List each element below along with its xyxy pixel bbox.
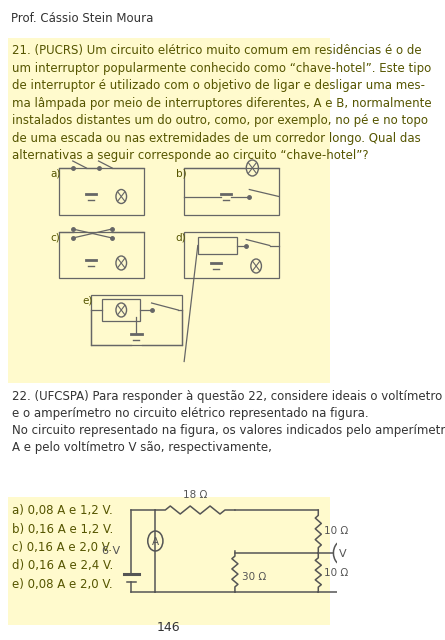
Text: a) 0,08 A e 1,2 V.
b) 0,16 A e 1,2 V.
c) 0,16 A e 2,0 V.
d) 0,16 A e 2,4 V.
e) 0: a) 0,08 A e 1,2 V. b) 0,16 A e 1,2 V. c)…: [12, 504, 113, 591]
Bar: [184, 232, 279, 278]
Text: V: V: [339, 549, 346, 559]
Bar: [102, 299, 140, 321]
Text: 22. (UFCSPA) Para responder à questão 22, considere ideais o voltímetro
e o ampe: 22. (UFCSPA) Para responder à questão 22…: [12, 390, 445, 454]
Text: A: A: [152, 537, 159, 547]
Text: b): b): [176, 168, 186, 178]
Text: a): a): [51, 168, 61, 178]
Bar: [8, 497, 330, 625]
Text: 146: 146: [157, 621, 180, 634]
Bar: [198, 237, 237, 254]
Bar: [8, 38, 330, 383]
Bar: [0, 383, 337, 498]
Text: c): c): [51, 232, 61, 242]
Bar: [59, 168, 144, 215]
Text: 6 V: 6 V: [102, 546, 121, 556]
Bar: [59, 232, 144, 278]
Bar: [184, 168, 279, 215]
Text: 21. (PUCRS) Um circuito elétrico muito comum em residências é o de
um interrupto: 21. (PUCRS) Um circuito elétrico muito c…: [12, 44, 432, 162]
Text: e): e): [83, 295, 93, 305]
Text: Prof. Cássio Stein Moura: Prof. Cássio Stein Moura: [11, 12, 153, 25]
Text: 10 Ω: 10 Ω: [324, 527, 348, 536]
Bar: [91, 295, 182, 345]
Text: d): d): [176, 232, 186, 242]
Text: 30 Ω: 30 Ω: [243, 572, 267, 582]
Text: 10 Ω: 10 Ω: [324, 568, 348, 577]
Text: 18 Ω: 18 Ω: [183, 490, 207, 500]
